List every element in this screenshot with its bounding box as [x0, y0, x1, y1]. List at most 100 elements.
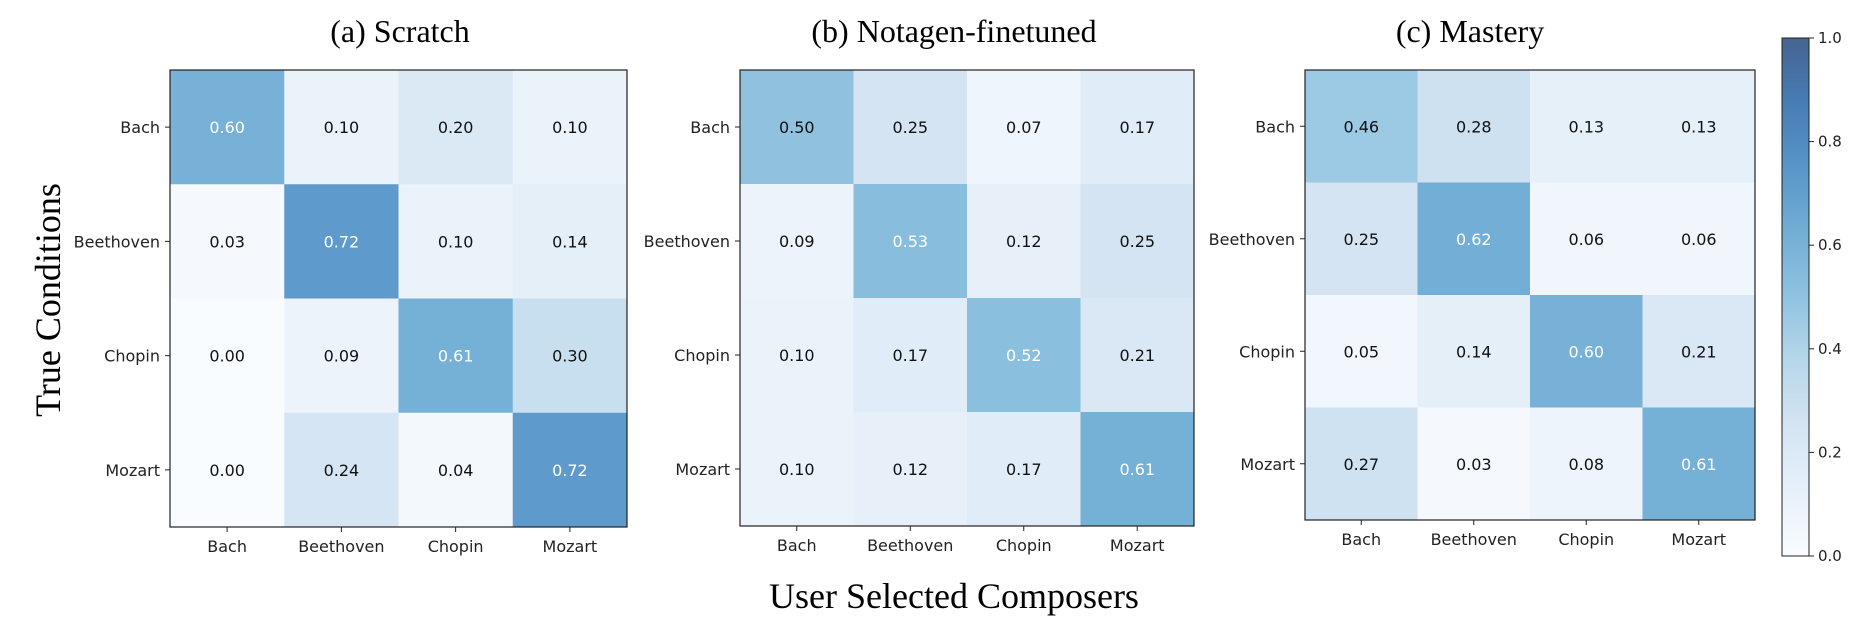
heatmap-cell [967, 412, 1081, 527]
cell-value-label: 0.08 [1568, 455, 1604, 474]
heatmap-cell [967, 184, 1081, 299]
cell-value-label: 0.14 [1456, 342, 1492, 361]
heatmap-cell [1417, 407, 1531, 521]
heatmap-cell [1642, 182, 1756, 296]
cell-value-label: 0.25 [1119, 232, 1155, 251]
heatmap-cell [1305, 182, 1418, 296]
panel-title: (b) Notagen-finetuned [811, 13, 1096, 49]
cell-value-label: 0.17 [1119, 118, 1155, 137]
cell-value-label: 0.13 [1568, 117, 1604, 136]
heatmap-cell [1642, 407, 1756, 521]
heatmap-cell [1305, 407, 1418, 521]
heatmap-cell [398, 184, 514, 299]
x-tick-label-mozart: Mozart [1671, 530, 1726, 549]
x-tick-label-bach: Bach [207, 537, 247, 556]
cell-value-label: 0.03 [209, 232, 245, 251]
cell-value-label: 0.00 [209, 347, 245, 366]
cell-value-label: 0.46 [1343, 117, 1379, 136]
cell-value-label: 0.00 [209, 461, 245, 480]
heatmap-cell [1642, 70, 1756, 183]
x-tick-label-mozart: Mozart [1110, 536, 1165, 555]
y-tick-label-bach: Bach [690, 118, 730, 137]
colorbar-tick-label: 0.2 [1818, 443, 1842, 461]
panel-frame [169, 69, 628, 528]
cell-value-label: 0.12 [892, 460, 928, 479]
heatmap-cell [284, 298, 399, 414]
y-tick-label-chopin: Chopin [104, 347, 160, 366]
cell-value-label: 0.17 [1006, 460, 1042, 479]
heatmap-cell [1530, 407, 1643, 521]
cell-value-label: 0.27 [1343, 455, 1379, 474]
colorbar-tick-label: 1.0 [1818, 29, 1842, 47]
x-tick-label-beethoven: Beethoven [298, 537, 384, 556]
heatmap-cell [284, 412, 399, 528]
heatmap-panel-mastery: (c) Mastery 0.46 0.28 0.13 0.13 0.25 0.62 0.06 0… [1209, 13, 1756, 549]
y-tick-label-chopin: Chopin [1239, 342, 1295, 361]
heatmap-cell [1642, 295, 1756, 408]
heatmap-cell [1417, 70, 1531, 183]
cell-value-label: 0.10 [324, 118, 360, 137]
cell-value-label: 0.06 [1681, 230, 1717, 249]
heatmap-panel-notagen-finetuned: (b) Notagen-finetuned 0.50 0.25 0.07 0.17 0.0… [644, 13, 1195, 555]
heatmap-cell [853, 184, 968, 299]
cell-value-label: 0.03 [1456, 455, 1492, 474]
heatmap-cell [1080, 298, 1195, 413]
cell-value-label: 0.61 [1119, 460, 1155, 479]
colorbar-tick-label: 0.6 [1818, 236, 1842, 254]
cell-value-label: 0.21 [1119, 346, 1155, 365]
cell-value-label: 0.09 [324, 347, 360, 366]
cell-value-label: 0.10 [438, 232, 474, 251]
x-tick-label-chopin: Chopin [996, 536, 1052, 555]
y-axis-title: True Conditions [28, 183, 68, 417]
cell-value-label: 0.61 [438, 347, 474, 366]
heatmap-cell [1080, 184, 1195, 299]
cell-value-label: 0.13 [1681, 117, 1717, 136]
cell-value-label: 0.04 [438, 461, 474, 480]
cell-value-label: 0.53 [892, 232, 928, 251]
cell-value-label: 0.10 [779, 346, 815, 365]
heatmap-cell [853, 412, 968, 527]
cell-value-label: 0.17 [892, 346, 928, 365]
y-tick-label-beethoven: Beethoven [644, 232, 730, 251]
heatmap-panel-scratch: (a) Scratch 0.60 0.10 0.20 0.10 0.03 0.72 0.10 0… [74, 13, 628, 556]
heatmap-cell [398, 298, 514, 414]
cell-value-label: 0.20 [438, 118, 474, 137]
panel-frame [1304, 69, 1756, 521]
heatmap-cell [853, 70, 968, 185]
cell-value-label: 0.25 [892, 118, 928, 137]
heatmap-cell [967, 70, 1081, 185]
heatmap-cell [1417, 182, 1531, 296]
colorbar-tick-label: 0.0 [1818, 547, 1842, 565]
cell-value-label: 0.50 [779, 118, 815, 137]
cell-value-label: 0.72 [552, 461, 588, 480]
heatmap-cell [1417, 295, 1531, 408]
heatmap-cell [512, 70, 628, 185]
y-tick-label-beethoven: Beethoven [1209, 230, 1295, 249]
heatmap-cell [170, 412, 285, 528]
heatmap-cell [170, 70, 285, 185]
heatmap-cell [512, 412, 628, 528]
cell-value-label: 0.07 [1006, 118, 1042, 137]
cell-value-label: 0.09 [779, 232, 815, 251]
y-tick-label-bach: Bach [120, 118, 160, 137]
heatmap-cell [170, 184, 285, 299]
panel-title: (a) Scratch [330, 13, 469, 49]
heatmap-cell [1080, 412, 1195, 527]
heatmap-cell [1080, 70, 1195, 185]
cell-value-label: 0.06 [1568, 230, 1604, 249]
x-tick-label-chopin: Chopin [428, 537, 484, 556]
cell-value-label: 0.10 [779, 460, 815, 479]
y-tick-label-mozart: Mozart [675, 460, 730, 479]
colorbar-gradient [1781, 37, 1810, 557]
heatmap-cell [170, 298, 285, 414]
heatmap-cell [853, 298, 968, 413]
colorbar-tick-label: 0.8 [1818, 133, 1842, 151]
cell-value-label: 0.52 [1006, 346, 1042, 365]
heatmap-cell [512, 298, 628, 414]
cell-value-label: 0.60 [1568, 342, 1604, 361]
cell-value-label: 0.30 [552, 347, 588, 366]
y-tick-label-mozart: Mozart [105, 461, 160, 480]
y-tick-label-bach: Bach [1255, 117, 1295, 136]
heatmap-cell [967, 298, 1081, 413]
